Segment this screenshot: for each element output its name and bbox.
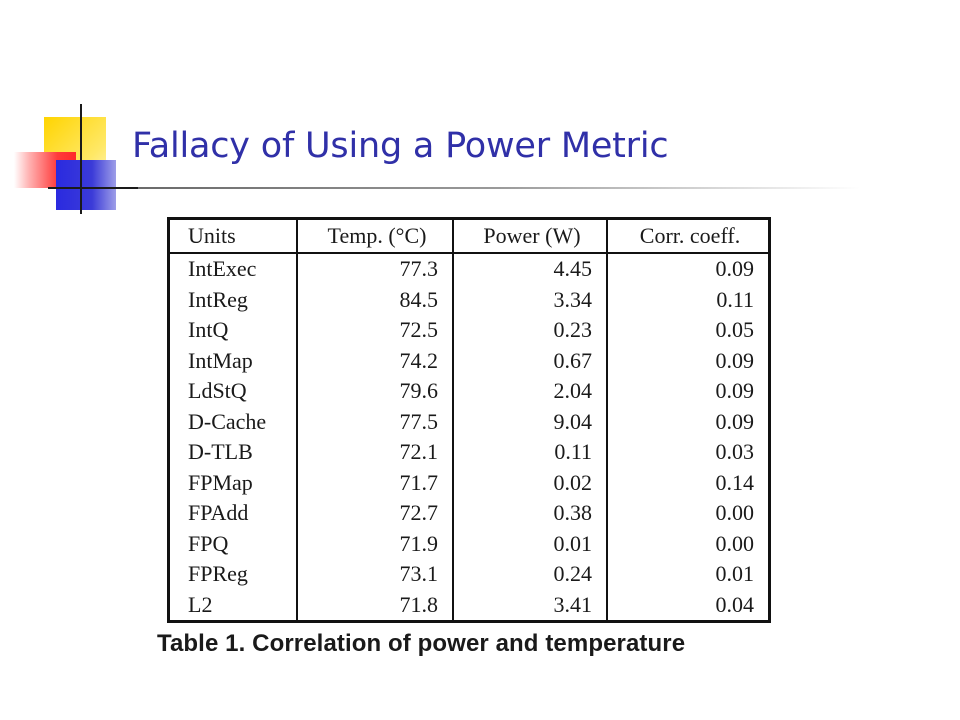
cell-power: 4.45: [452, 253, 608, 285]
cell-power: 0.01: [452, 528, 608, 559]
cell-unit: IntExec: [167, 253, 298, 285]
cell-unit: FPAdd: [167, 498, 298, 529]
cell-power: 3.41: [452, 589, 608, 622]
cell-corr: 0.00: [606, 528, 771, 559]
data-table-container: Units Temp. (°C) Power (W) Corr. coeff. …: [167, 217, 771, 623]
table-row: FPAdd 72.7 0.38 0.00: [167, 498, 771, 529]
cell-corr: 0.09: [606, 345, 771, 376]
table-row: FPMap 71.7 0.02 0.14: [167, 467, 771, 498]
table-row: D-TLB 72.1 0.11 0.03: [167, 437, 771, 468]
cell-temp: 77.3: [296, 253, 454, 285]
table-row: LdStQ 79.6 2.04 0.09: [167, 376, 771, 407]
cell-temp: 84.5: [296, 284, 454, 315]
cell-unit: D-Cache: [167, 406, 298, 437]
cell-temp: 71.8: [296, 589, 454, 622]
cell-temp: 72.7: [296, 498, 454, 529]
cell-temp: 71.9: [296, 528, 454, 559]
cell-corr: 0.09: [606, 406, 771, 437]
cell-temp: 74.2: [296, 345, 454, 376]
logo-vertical-line: [80, 104, 82, 214]
table-header-row: Units Temp. (°C) Power (W) Corr. coeff.: [167, 218, 771, 254]
cell-power: 0.24: [452, 559, 608, 590]
table-row: D-Cache 77.5 9.04 0.09: [167, 406, 771, 437]
table-caption: Table 1. Correlation of power and temper…: [157, 630, 686, 657]
column-header-corr: Corr. coeff.: [606, 218, 771, 254]
title-underline: [138, 187, 860, 189]
cell-corr: 0.11: [606, 284, 771, 315]
column-header-temp: Temp. (°C): [296, 218, 454, 254]
cell-corr: 0.01: [606, 559, 771, 590]
cell-corr: 0.00: [606, 498, 771, 529]
table-row: IntMap 74.2 0.67 0.09: [167, 345, 771, 376]
cell-corr: 0.09: [606, 253, 771, 285]
cell-corr: 0.04: [606, 589, 771, 622]
cell-corr: 0.03: [606, 437, 771, 468]
cell-temp: 77.5: [296, 406, 454, 437]
cell-temp: 72.1: [296, 437, 454, 468]
cell-corr: 0.09: [606, 376, 771, 407]
cell-power: 2.04: [452, 376, 608, 407]
cell-temp: 72.5: [296, 315, 454, 346]
cell-power: 9.04: [452, 406, 608, 437]
cell-unit: FPQ: [167, 528, 298, 559]
cell-temp: 73.1: [296, 559, 454, 590]
cell-temp: 71.7: [296, 467, 454, 498]
cell-power: 0.38: [452, 498, 608, 529]
cell-temp: 79.6: [296, 376, 454, 407]
slide-title: Fallacy of Using a Power Metric: [132, 126, 669, 166]
logo-horizontal-line: [48, 187, 138, 189]
cell-power: 0.23: [452, 315, 608, 346]
table-row: IntExec 77.3 4.45 0.09: [167, 253, 771, 285]
cell-unit: LdStQ: [167, 376, 298, 407]
cell-unit: FPReg: [167, 559, 298, 590]
cell-power: 0.11: [452, 437, 608, 468]
column-header-power: Power (W): [452, 218, 608, 254]
cell-corr: 0.14: [606, 467, 771, 498]
cell-power: 0.02: [452, 467, 608, 498]
table-row: FPQ 71.9 0.01 0.00: [167, 528, 771, 559]
table-row: L2 71.8 3.41 0.04: [167, 589, 771, 622]
table-row: IntQ 72.5 0.23 0.05: [167, 315, 771, 346]
cell-unit: FPMap: [167, 467, 298, 498]
cell-corr: 0.05: [606, 315, 771, 346]
table-row: IntReg 84.5 3.34 0.11: [167, 284, 771, 315]
table-row: FPReg 73.1 0.24 0.01: [167, 559, 771, 590]
cell-power: 0.67: [452, 345, 608, 376]
column-header-units: Units: [167, 218, 298, 254]
cell-unit: IntReg: [167, 284, 298, 315]
cell-unit: L2: [167, 589, 298, 622]
power-temperature-table: Units Temp. (°C) Power (W) Corr. coeff. …: [167, 217, 771, 623]
table-body: IntExec 77.3 4.45 0.09 IntReg 84.5 3.34 …: [167, 253, 771, 622]
cell-unit: IntQ: [167, 315, 298, 346]
cell-power: 3.34: [452, 284, 608, 315]
cell-unit: D-TLB: [167, 437, 298, 468]
logo-blue-square: [56, 160, 116, 210]
cell-unit: IntMap: [167, 345, 298, 376]
